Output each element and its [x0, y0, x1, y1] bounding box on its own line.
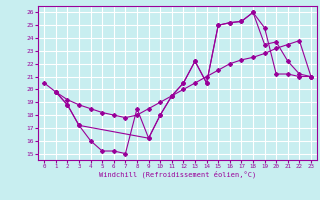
- X-axis label: Windchill (Refroidissement éolien,°C): Windchill (Refroidissement éolien,°C): [99, 171, 256, 178]
